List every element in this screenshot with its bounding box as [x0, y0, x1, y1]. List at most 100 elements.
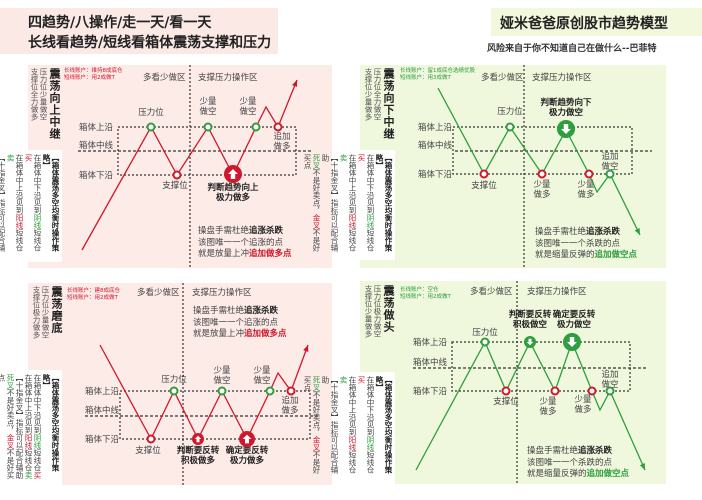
strategy-heading: 【箱体震荡多空均衡时操作策略】 [42, 374, 60, 472]
support-marker [501, 386, 511, 396]
panel-title: 震荡向上中继 [48, 68, 61, 140]
account-info: 长线账户：维持8成底仓 短线账户：用2成做T [64, 68, 123, 82]
strategy-notes: 【箱体震荡多空均衡时操作策略】 在箱体中下沿见到阴线短线仓买 在箱体中上沿见到阳线短… [0, 370, 62, 485]
support-marker [286, 386, 296, 396]
side-note: 压力位极力做空 [373, 285, 382, 338]
point-label: 追加 做多 [281, 396, 299, 416]
note-highlight: 追加做多点 [244, 329, 287, 339]
strategy-indicator: 【十指金叉】指标可以配合辅助 [321, 376, 339, 474]
golden-cross: 金叉 [6, 434, 15, 449]
pressure-marker [217, 386, 227, 396]
short-account: 短线账户：用3成做T [400, 75, 451, 81]
header-title-box [0, 8, 278, 54]
note-highlight: 追加做多点 [249, 249, 292, 259]
side-note: 支撑位全力做多 [30, 68, 39, 121]
price-path [437, 87, 641, 236]
sell-action: 卖 [6, 154, 15, 162]
strategy-sell-rule: 在箱体中上沿见到阳线短线仓卖 [6, 154, 24, 258]
strategy-sell-rule: 在箱体中上沿见到阳线短线仓卖 [339, 154, 357, 256]
box-label: 箱体下沿 [418, 170, 453, 180]
side-note: 支撑位少量做多 [364, 68, 373, 121]
strategy-heading: 【箱体震荡多空均衡时操作策略】 [42, 154, 60, 252]
text: 在箱体中上沿见到 [348, 154, 357, 214]
operation-note: 操盘手需杜绝追涨杀跌 该图唯一一个杀跌的点 就是缩量反弹的追加做空点 [527, 446, 629, 481]
sell-action: 卖 [339, 376, 348, 384]
note-line: 操盘手需杜绝追涨杀跌 [198, 226, 292, 238]
point-label: 少量 做多 [577, 180, 595, 200]
side-note: 压力位少量做空 [39, 68, 48, 121]
text: 不是好买点 [0, 374, 15, 479]
note-line: 该图唯一一个追涨的点 [198, 237, 284, 248]
brand-title-box [491, 8, 702, 36]
yin-candle: 阴线 [366, 436, 375, 451]
golden-cross: 金叉 [312, 214, 321, 229]
strategy-notes: 【箱体震荡多空均衡时操作策略】 在箱体中下沿见到阴线短线仓买 在箱体中上沿见到阳线短… [303, 372, 395, 484]
point-label: 判断要反转 积极做空 [508, 310, 552, 330]
text: 不是好买点 [303, 376, 321, 474]
point-label: 少量 做多 [574, 395, 592, 415]
support-marker [479, 169, 489, 179]
point-label: 少量 做空 [213, 366, 231, 386]
panel-background [28, 65, 332, 268]
text: 在箱体中上沿见到 [24, 374, 33, 434]
note-line: 就是放量上冲追加做多点 [193, 329, 287, 341]
box-label: 箱体上沿 [85, 387, 120, 397]
box-label: 箱体中线 [413, 358, 448, 368]
point-label: 少量 做多 [539, 397, 557, 417]
panel-title: 震荡磨底 [50, 286, 63, 334]
text: 短线仓 [33, 229, 42, 252]
side-note: 压力位少量做空 [41, 286, 50, 339]
account-info: 长线账户：建8成底仓 短线账户：用2成做T [67, 288, 120, 302]
header-title-line1: 四趋势/八操作/走一天/看一天 [28, 15, 212, 31]
death-cross: 死叉 [312, 376, 321, 391]
death-cross: 死叉 [6, 374, 15, 389]
text: 就是放量上冲 [198, 249, 250, 259]
point-label: 支撑位 [135, 446, 161, 456]
text: 短线仓 [33, 449, 42, 472]
point-label: 压力位 [472, 328, 498, 338]
pressure-marker [605, 386, 615, 396]
arrow-up-icon [194, 435, 202, 443]
strategy-sell-rule: 在箱体中上沿见到阳线短线仓卖 [339, 376, 357, 480]
strategy-sell-rule: 在箱体中上沿见到阳线短线仓卖 [24, 374, 33, 481]
side-note: 压力位全力做空 [373, 68, 382, 121]
text: 短线仓 [366, 229, 375, 252]
box-label: 箱体上沿 [413, 338, 448, 348]
pressure-marker [505, 122, 515, 132]
yin-candle: 阴线 [33, 214, 42, 229]
arrow-head-icon [634, 228, 640, 235]
header-title-line2: 长线看趋势/短线看箱体震荡支撑和压力 [28, 35, 272, 51]
point-label: 判断趋势向上 极力做多 [207, 183, 259, 203]
text: 不是好卖点， [312, 391, 321, 436]
pressure-marker [146, 122, 156, 132]
pressure-marker [480, 337, 490, 347]
arrow-up-icon [242, 434, 252, 444]
buy-action: 买 [357, 154, 366, 162]
point-label: 支撑位 [471, 181, 497, 191]
short-account: 短线账户：用2成做T [64, 75, 115, 81]
operation-note: 操盘手需杜绝追涨杀跌 该图唯一一个杀跌的点 就是缩量反弹的追加做空点 [535, 227, 637, 262]
box-range [119, 390, 311, 440]
support-marker [537, 169, 547, 179]
text: 就是缩量反弹的 [535, 250, 595, 260]
box-label: 箱体下沿 [85, 435, 120, 445]
strategy-indicator: 【十指金叉】指标可以配合辅助 [0, 154, 6, 252]
point-label: 判断趋势向下 极力做空 [540, 98, 592, 118]
zone-label-left: 多看少做区 [481, 73, 524, 83]
box-range [451, 341, 631, 392]
text: 短线仓 [24, 449, 33, 472]
text: 短线仓 [15, 229, 24, 252]
note-line: 该图唯一一个追涨的点 [193, 317, 279, 328]
point-label: 压力位 [161, 375, 187, 385]
brand-title: 娅米爸爸原创股市趋势模型 [500, 16, 668, 32]
zone-label-right: 支撑压力操作区 [527, 287, 587, 297]
operation-note: 操盘手需杜绝追涨杀跌 该图唯一一个追涨的点 就是放量上冲追加做多点 [193, 306, 287, 341]
point-label: 压力位 [497, 107, 523, 117]
long-account: 长线账户：留1成底仓选绩优股 [400, 68, 476, 74]
short-account: 短线账户：用2成做T [67, 295, 118, 301]
side-note: 支撑位极力做多 [32, 286, 41, 339]
pressure-marker [203, 122, 213, 132]
point-label: 少量 做空 [199, 97, 217, 117]
point-label: 少量 做空 [239, 97, 257, 117]
